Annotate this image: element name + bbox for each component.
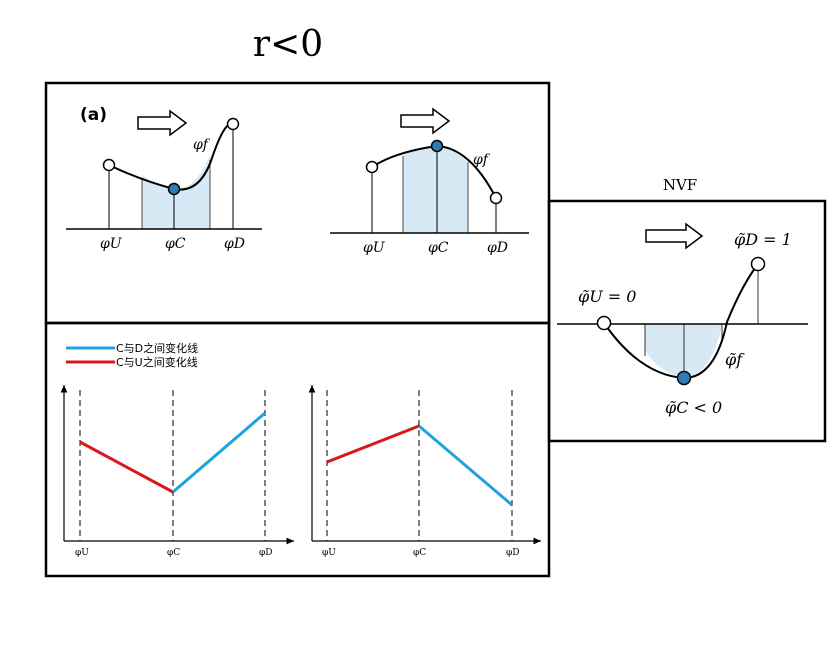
label-phi-c: φC (428, 240, 449, 256)
flow-direction-arrow (645, 222, 704, 250)
tick-label-d: φD (259, 548, 273, 558)
label-phi-d: φD (224, 236, 245, 252)
label-phi-f: φf (473, 152, 491, 168)
tick-label-c: φC (167, 548, 180, 558)
label-phi-f: φ̃f (725, 350, 745, 369)
legend: C与D之间变化线 C与U之间变化线 (66, 341, 198, 369)
tick-label-u: φU (75, 548, 89, 558)
nvf-diagram: φ̃D = 1 φ̃U = 0 φ̃f φ̃C < 0 (557, 222, 808, 417)
profile-curve (108, 122, 234, 191)
label-phi-c: φC (165, 236, 186, 252)
panel-a-left-diagram: φf φU φC φD (66, 109, 262, 252)
blue-line-c-d (172, 411, 266, 494)
node-c (430, 139, 444, 153)
shaded-cell-region (403, 146, 468, 233)
nvf-title: NVF (663, 176, 697, 194)
node-c (167, 182, 181, 196)
profile-curve (603, 263, 759, 380)
label-phi-d: φD (487, 240, 508, 256)
lower-left-plot: φU φC φD (60, 385, 294, 558)
panel-a-label: (a) (80, 105, 107, 125)
node-d (750, 256, 766, 272)
legend-label-red: C与U之间变化线 (116, 355, 198, 369)
flow-direction-arrow (400, 107, 451, 135)
node-d (489, 191, 503, 205)
blue-line-c-d (418, 424, 513, 507)
tick-label-c: φC (413, 548, 426, 558)
node-u (596, 315, 612, 331)
label-phi-c-ineq: φ̃C < 0 (665, 398, 722, 417)
label-phi-d-eq: φ̃D = 1 (734, 230, 792, 249)
red-line-c-u (79, 440, 174, 494)
label-phi-u-eq: φ̃U = 0 (578, 287, 636, 306)
tick-label-d: φD (506, 548, 520, 558)
legend-label-blue: C与D之间变化线 (116, 341, 198, 355)
panel-a-right-diagram: φf φU φC φD (330, 107, 529, 256)
node-c (676, 370, 692, 386)
node-u (365, 160, 379, 174)
node-d (226, 117, 240, 131)
shaded-cell-region (645, 324, 722, 378)
lower-right-plot: φU φC φD (308, 385, 541, 558)
label-phi-f: φf (193, 137, 211, 153)
label-phi-u: φU (100, 236, 123, 252)
label-phi-u: φU (363, 240, 386, 256)
red-line-c-u (326, 424, 420, 464)
lower-panel-frame (44, 321, 551, 578)
flow-direction-arrow (137, 109, 188, 137)
nvf-panel-frame (547, 199, 827, 443)
figure-title: r<0 (253, 24, 323, 65)
node-u (102, 158, 116, 172)
tick-label-u: φU (322, 548, 336, 558)
panel-a-frame (44, 81, 551, 325)
